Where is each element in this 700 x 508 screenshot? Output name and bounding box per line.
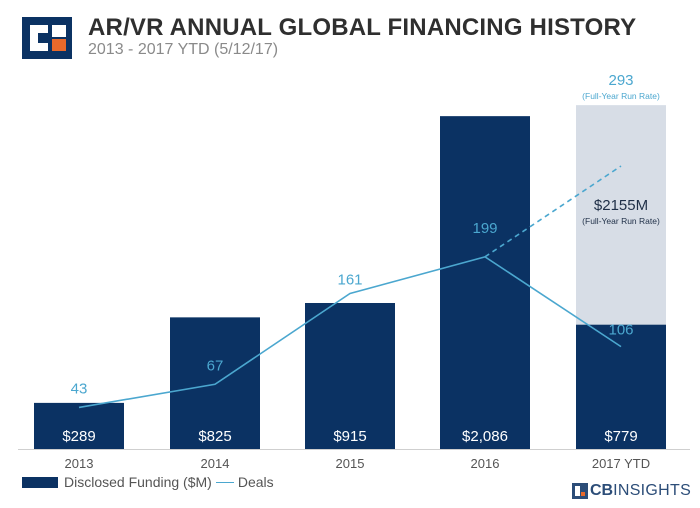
chart-legend: Disclosed Funding ($M) Deals bbox=[22, 474, 274, 490]
x-tick-label: 2017 YTD bbox=[592, 456, 650, 470]
funding-bar-label: $779 bbox=[604, 428, 637, 445]
cb-insights-logo bbox=[22, 17, 72, 59]
deals-projection-label: 293 bbox=[608, 72, 633, 89]
x-tick-label: 2016 bbox=[471, 456, 500, 470]
chart-subtitle: 2013 - 2017 YTD (5/12/17) bbox=[88, 41, 279, 58]
legend-label-deals: Deals bbox=[237, 474, 274, 490]
brand-insights: INSIGHTS bbox=[613, 482, 692, 499]
deals-data-label: 161 bbox=[337, 272, 362, 289]
x-tick-label: 2013 bbox=[65, 456, 94, 470]
funding-projection-note: (Full-Year Run Rate) bbox=[582, 216, 660, 226]
funding-bar bbox=[440, 116, 530, 449]
x-tick-label: 2014 bbox=[201, 456, 230, 470]
legend-swatch-deals bbox=[215, 481, 234, 483]
legend-swatch-funding bbox=[22, 476, 58, 488]
funding-bar bbox=[576, 324, 666, 449]
deals-line bbox=[78, 255, 622, 409]
brand-wordmark: CB INSIGHTS bbox=[572, 482, 691, 500]
funding-bar-label: $915 bbox=[333, 428, 366, 445]
deals-data-label: 43 bbox=[71, 380, 88, 397]
deals-data-label: 106 bbox=[608, 322, 633, 339]
funding-projection-label: $2155M bbox=[594, 197, 648, 214]
deals-projection-note: (Full-Year Run Rate) bbox=[582, 91, 660, 101]
x-tick-label: 2015 bbox=[336, 456, 365, 470]
legend-label-funding: Disclosed Funding ($M) bbox=[64, 474, 212, 490]
deals-projection-line bbox=[484, 165, 622, 258]
cb-mark-icon bbox=[572, 483, 588, 499]
funding-bar bbox=[305, 302, 395, 449]
funding-bar bbox=[170, 317, 260, 449]
funding-bar-label: $2,086 bbox=[462, 428, 508, 445]
brand-cb: CB bbox=[590, 482, 614, 499]
deals-data-label: 199 bbox=[472, 220, 497, 237]
chart-canvas: $289 $825 $915 $2,086 $779 43 67 161 199 106 293 (F… bbox=[18, 72, 690, 470]
deals-data-label: 67 bbox=[207, 357, 224, 374]
funding-bar-label: $289 bbox=[62, 428, 95, 445]
funding-bar bbox=[34, 402, 124, 449]
chart-title: AR/VR ANNUAL GLOBAL FINANCING HISTORY bbox=[88, 14, 637, 41]
funding-bar-label: $825 bbox=[198, 428, 231, 445]
